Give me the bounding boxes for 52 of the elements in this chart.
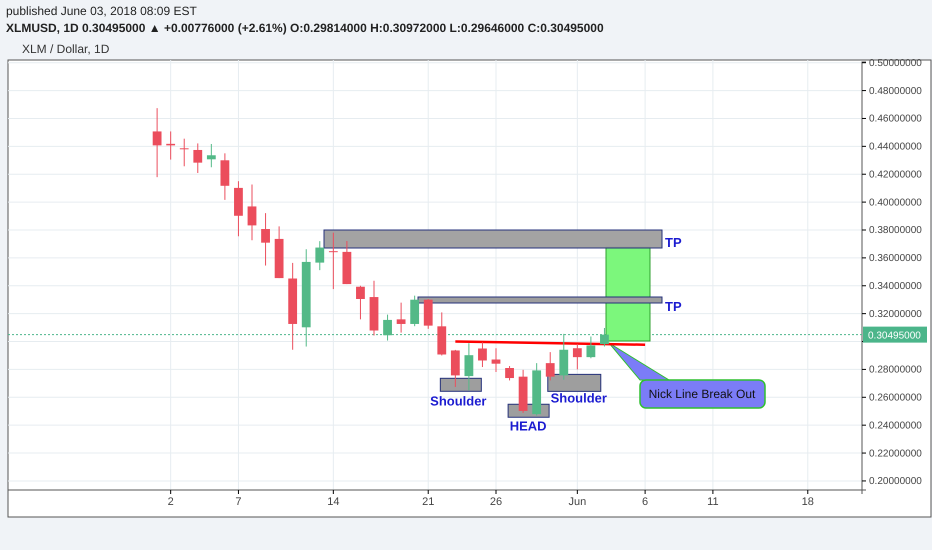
annotation: Shoulder [430,393,487,408]
candlestick [315,240,324,271]
candlestick [572,343,582,370]
x-tick-label: 6 [642,496,648,508]
candlestick [248,184,256,241]
candlestick [478,342,487,368]
y-tick-label: 0.40000000 [869,197,922,208]
annotation: TP [665,299,682,314]
y-tick-label: 0.28000000 [869,364,922,376]
ref-line-label: 0.30495000 [868,330,922,342]
text: published June 03, 2018 08:09 EST [6,4,198,18]
y-tick-label: 0.24000000 [869,420,922,432]
y-tick-label: 0.34000000 [869,280,922,292]
candlestick [166,130,176,160]
annotation: Shoulder [550,390,607,406]
candlestick [180,138,189,167]
candlestick [261,212,270,266]
x-tick-label: 11 [707,496,719,508]
chart-title: XLM / Dollar, 1D [22,42,110,56]
x-tick-label: 21 [422,496,434,508]
y-tick-label: 0.38000000 [869,225,922,236]
candlestick [356,285,365,320]
y-tick-label: 0.20000000 [869,476,922,488]
candlestick [492,348,500,373]
candlestick [546,352,555,381]
x-tick-label: 2 [168,496,174,508]
candlestick [396,302,406,334]
x-tick-label: 14 [327,496,340,508]
y-tick-label: 0.50000000 [869,58,922,69]
x-tick-label: 18 [802,496,814,508]
chart-subtitle: XLMUSD, 1D 0.30495000 ▲ +0.00776000 (+2.61%) O:0.29814000 H:0.30972000 L:0.29646000 C:0.30495000 [6,21,604,35]
candlestick [193,142,202,174]
y-tick-label: 0.26000000 [869,392,922,404]
x-tick-label: Jun [568,496,586,508]
candlestick [328,232,338,290]
candlestick [586,336,596,359]
y-tick-label: 0.44000000 [869,142,922,153]
y-tick-label: 0.36000000 [869,253,922,264]
candlestick [152,108,162,178]
x-tick-label: 26 [490,496,502,508]
y-tick-label: 0.32000000 [869,308,922,320]
y-tick-label: 0.42000000 [869,169,922,180]
y-tick-label: 0.46000000 [869,114,922,125]
y-tick-label: 0.48000000 [869,86,922,97]
candlestick [464,342,474,391]
candlestick [505,366,514,381]
candlestick [206,143,216,168]
annotation: HEAD [510,418,547,434]
annotation: Nick Line Break Out [648,387,756,401]
x-tick-label: 7 [235,496,242,508]
annotation: TP [665,235,682,250]
y-tick-label: 0.22000000 [869,448,922,460]
